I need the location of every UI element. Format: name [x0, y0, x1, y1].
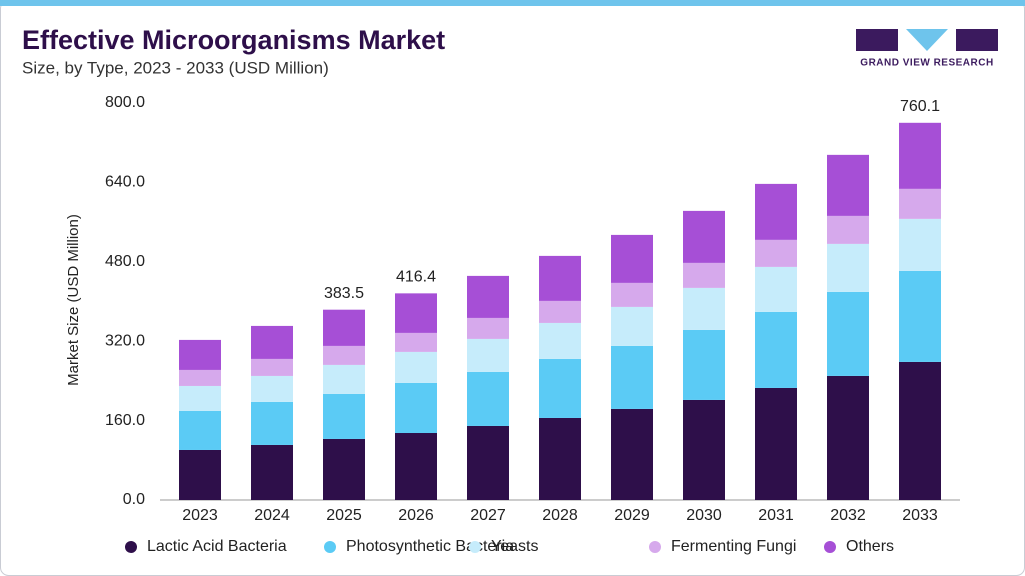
bar-segment	[539, 358, 581, 418]
legend-swatch	[125, 541, 137, 553]
x-tick-label: 2025	[326, 507, 362, 524]
bar-segment	[611, 234, 653, 283]
total-label: 383.5	[324, 285, 364, 302]
x-tick-label: 2024	[254, 507, 290, 524]
x-tick-label: 2028	[542, 507, 578, 524]
x-tick-label: 2029	[614, 507, 650, 524]
bar-segment	[323, 345, 365, 365]
total-label: 760.1	[900, 98, 940, 115]
bar-segment	[323, 393, 365, 439]
bar-segment	[827, 291, 869, 376]
bar-segment	[683, 399, 725, 500]
legend-swatch	[324, 541, 336, 553]
x-tick-label: 2033	[902, 507, 938, 524]
bar-segment	[683, 262, 725, 288]
bar-segment	[755, 387, 797, 500]
bar-segment	[251, 358, 293, 376]
bar-segment	[251, 375, 293, 402]
bar-segment	[683, 287, 725, 330]
x-tick-label: 2023	[182, 507, 218, 524]
bar-segment	[899, 361, 941, 500]
legend-label: Lactic Acid Bacteria	[147, 538, 287, 555]
legend-label: Fermenting Fungi	[671, 538, 796, 555]
legend-swatch	[824, 541, 836, 553]
y-tick-label: 480.0	[105, 253, 145, 270]
brand: GRAND VIEW RESEARCH	[860, 58, 993, 69]
bar-segment	[827, 154, 869, 216]
legend-label: Yeasts	[491, 538, 538, 555]
x-tick-label: 2032	[830, 507, 866, 524]
y-axis-label: Market Size (USD Million)	[65, 214, 82, 386]
bar-segment	[179, 369, 221, 386]
bar-segment	[755, 239, 797, 267]
top-stripe	[0, 0, 1025, 6]
x-tick-label: 2026	[398, 507, 434, 524]
bar-segment	[467, 371, 509, 426]
y-tick-label: 160.0	[105, 412, 145, 429]
bar-segment	[683, 210, 725, 263]
bar-segment	[827, 375, 869, 500]
legend-swatch	[649, 541, 661, 553]
bar-segment	[899, 122, 941, 189]
bar-segment	[755, 266, 797, 312]
y-tick-label: 0.0	[123, 491, 145, 508]
bar-segment	[179, 339, 221, 370]
bar-segment	[467, 338, 509, 372]
bar-segment	[179, 385, 221, 411]
bar-segment	[827, 243, 869, 292]
bar-segment	[251, 444, 293, 500]
legend-label: Photosynthetic Bacteria	[346, 538, 514, 555]
bar-segment	[899, 270, 941, 362]
bar-segment	[539, 255, 581, 301]
y-tick-label: 800.0	[105, 94, 145, 111]
bar-segment	[395, 332, 437, 352]
bar-segment	[539, 417, 581, 500]
bar-segment	[539, 300, 581, 323]
logo: GRAND VIEW RESEARCH	[856, 29, 998, 69]
y-tick-label: 320.0	[105, 332, 145, 349]
bar-segment	[611, 408, 653, 500]
bar-segment	[611, 306, 653, 346]
y-tick-label: 640.0	[105, 174, 145, 191]
bar-segment	[395, 351, 437, 383]
bar-segment	[323, 364, 365, 394]
bar-segment	[827, 215, 869, 244]
bar-segment	[467, 425, 509, 500]
bar-segment	[179, 449, 221, 500]
bar-segment	[755, 311, 797, 388]
legend-label: Others	[846, 538, 894, 555]
bar-segment	[611, 282, 653, 307]
bar-segment	[251, 325, 293, 359]
x-tick-label: 2031	[758, 507, 794, 524]
bar-segment	[467, 317, 509, 339]
bar-segment	[323, 309, 365, 346]
x-tick-label: 2027	[470, 507, 506, 524]
bar-segment	[395, 382, 437, 434]
bar-segment	[251, 401, 293, 445]
bar-segment	[539, 322, 581, 359]
bar-segment	[323, 438, 365, 500]
bar-segment	[611, 345, 653, 409]
legend-swatch	[469, 541, 481, 553]
bar-segment	[395, 293, 437, 333]
bar-segment	[395, 433, 437, 500]
bar-segment	[899, 188, 941, 219]
bar-segment	[683, 329, 725, 400]
chart-subtitle: Size, by Type, 2023 - 2033 (USD Million)	[22, 58, 329, 77]
bar-segment	[755, 183, 797, 240]
bar-segment	[179, 410, 221, 450]
x-tick-label: 2030	[686, 507, 722, 524]
bar-segment	[467, 275, 509, 318]
total-label: 416.4	[396, 269, 436, 286]
bar-segment	[899, 218, 941, 271]
chart-title: Effective Microorganisms Market	[22, 25, 445, 55]
